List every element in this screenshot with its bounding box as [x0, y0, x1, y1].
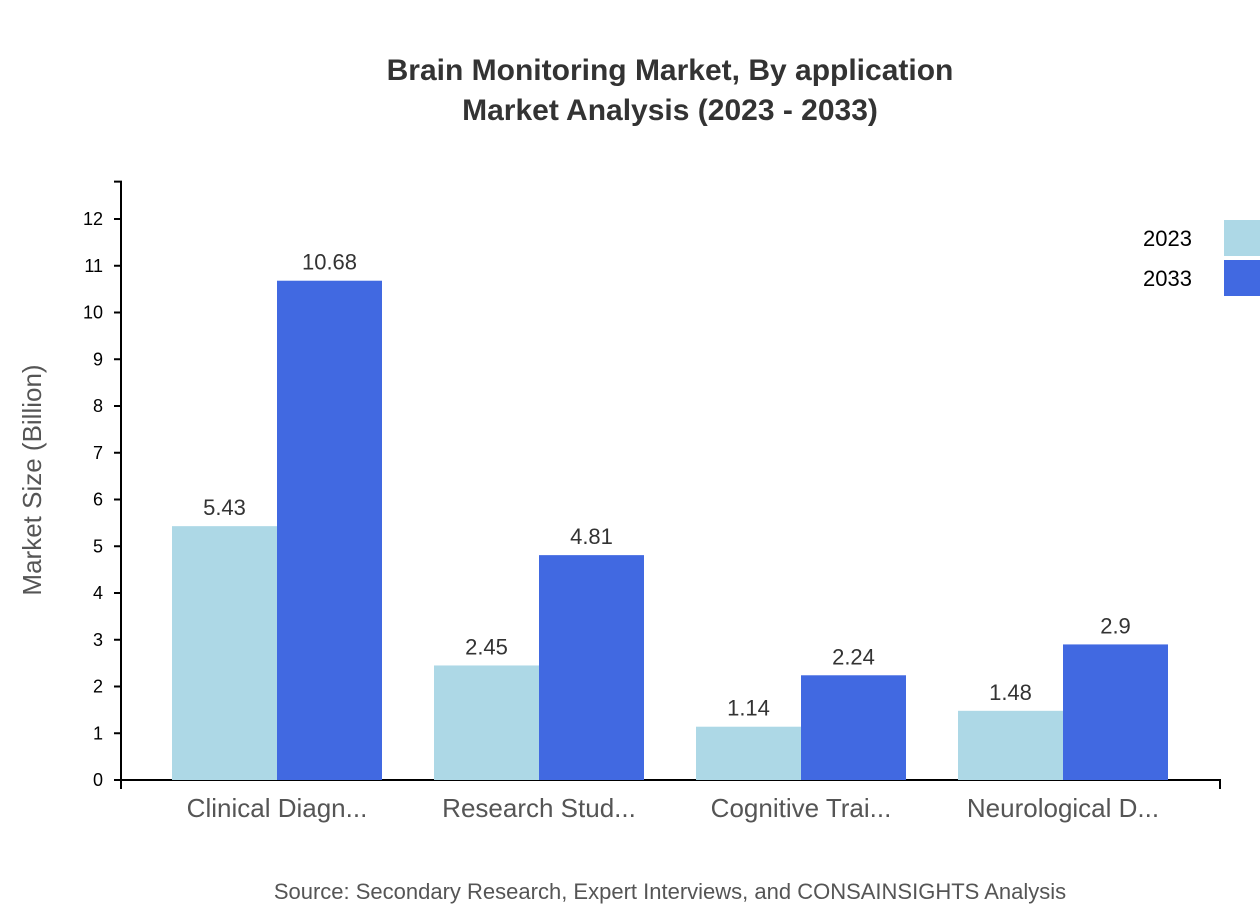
bars: 5.43 10.68 2.45 4.81 1.14 2.24 1.48 2.9	[172, 250, 1168, 780]
chart-subtitle: Market Analysis (2023 - 2033)	[462, 94, 878, 127]
y-tick-label: 6	[93, 490, 103, 510]
chart-title: Brain Monitoring Market, By application	[387, 54, 954, 87]
bar-2023	[434, 665, 539, 780]
y-tick-label: 7	[93, 443, 103, 463]
data-label: 1.48	[989, 680, 1032, 705]
x-tick-label: Neurological D...	[967, 793, 1159, 823]
y-tick-label: 5	[93, 536, 103, 556]
bar-2023	[172, 526, 277, 780]
bar-2023	[696, 726, 801, 780]
bar-2033	[539, 555, 644, 780]
y-tick-label: 0	[93, 770, 103, 790]
y-tick-label: 10	[83, 303, 103, 323]
y-tick-label: 9	[93, 349, 103, 369]
bar-2033	[801, 675, 906, 780]
bar-2033	[277, 280, 382, 780]
y-axis-line	[114, 180, 122, 781]
data-label: 2.24	[832, 644, 875, 669]
y-tick-label: 11	[84, 256, 103, 276]
bar-2033	[1063, 644, 1168, 780]
bar-2023	[958, 710, 1063, 780]
legend-swatch	[1224, 220, 1260, 256]
legend: 2023 2033	[1143, 220, 1260, 296]
x-tick-label: Clinical Diagn...	[187, 793, 368, 823]
x-tick-label: Research Stud...	[442, 793, 636, 823]
y-axis-label: Market Size (Billion)	[17, 364, 47, 595]
y-tick-label: 4	[93, 583, 103, 603]
y-tick-label: 2	[93, 677, 103, 697]
x-tick-label: Cognitive Trai...	[711, 793, 892, 823]
legend-label: 2023	[1143, 226, 1192, 251]
x-axis: Clinical Diagn... Research Stud... Cogniti…	[120, 779, 1221, 823]
legend-swatch	[1224, 260, 1260, 296]
data-label: 2.9	[1100, 613, 1131, 638]
data-label: 5.43	[203, 495, 246, 520]
y-tick-label: 8	[93, 396, 103, 416]
legend-label: 2033	[1143, 266, 1192, 291]
data-label: 10.68	[302, 250, 357, 275]
data-label: 4.81	[570, 524, 613, 549]
y-tick-label: 12	[83, 209, 103, 229]
x-axis-line	[120, 779, 1221, 789]
y-tick-label: 3	[93, 630, 103, 650]
source-note: Source: Secondary Research, Expert Inter…	[274, 879, 1066, 904]
data-label: 1.14	[727, 696, 770, 721]
y-tick-label: 1	[93, 723, 103, 743]
data-label: 2.45	[465, 634, 508, 659]
